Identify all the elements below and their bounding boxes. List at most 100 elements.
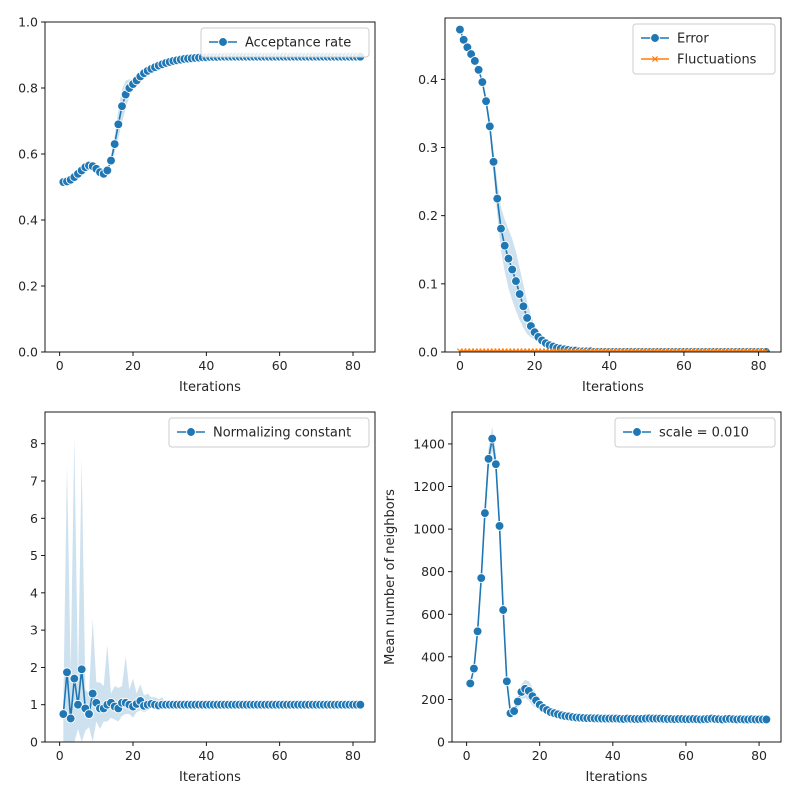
- y-tick-label: 8: [30, 436, 38, 451]
- axes-frame: [44, 411, 376, 743]
- data-point: [481, 96, 491, 107]
- data-point: [58, 709, 69, 719]
- y-tick-label: 0.6: [18, 147, 38, 162]
- x-tick-label: 20: [532, 748, 548, 763]
- data-point: [514, 289, 525, 299]
- data-point: [484, 121, 495, 132]
- x-tick-label: 40: [605, 748, 621, 763]
- data-point: [477, 77, 488, 87]
- data-point: [476, 573, 487, 583]
- data-point: [507, 264, 518, 275]
- data-point: [496, 223, 506, 234]
- data-point: [492, 193, 503, 204]
- data-point: [102, 165, 113, 176]
- x-tick-label: 40: [198, 748, 214, 763]
- legend-box: [168, 417, 370, 448]
- data-point: [473, 64, 484, 75]
- data-point: [470, 56, 480, 66]
- y-tick-label: 0.0: [18, 345, 38, 360]
- y-tick-label: 0: [30, 735, 38, 750]
- plot-area: [465, 426, 772, 725]
- y-tick-label: 5: [30, 548, 38, 563]
- legend-box: [632, 23, 776, 75]
- y-tick-label: 0.4: [18, 213, 38, 228]
- x-axis-label: Iterations: [179, 770, 241, 785]
- data-point: [117, 101, 127, 112]
- y-tick-label: 0.0: [418, 345, 438, 360]
- legend-label: Acceptance rate: [245, 36, 351, 51]
- data-point: [65, 713, 76, 724]
- confidence-band: [459, 29, 767, 352]
- y-tick-label: 1000: [413, 522, 445, 537]
- legend-label: Normalizing constant: [213, 426, 351, 441]
- x-tick-label: 60: [272, 748, 288, 763]
- y-tick-label: 0.1: [418, 276, 438, 291]
- y-tick-label: 2: [30, 660, 38, 675]
- x-tick-label: 0: [56, 358, 64, 373]
- panel-normalizing-constant: 0 20 40 60 80 0 1 2 3 4 5 6 7 8 Iterations Normalizing …: [30, 411, 376, 785]
- legend-marker: [218, 37, 228, 47]
- data-point: [509, 706, 519, 716]
- x-tick-label: 20: [527, 358, 543, 373]
- legend: scale = 0.010: [614, 417, 776, 448]
- series-line: [459, 29, 767, 352]
- confidence-band: [63, 436, 167, 742]
- x-tick-label: 80: [345, 748, 361, 763]
- panel-mean-neighbors: 0 20 40 60 800200400600800100012001400Iterat…: [383, 411, 782, 785]
- data-point: [469, 663, 479, 674]
- data-point: [109, 139, 120, 149]
- data-point: [465, 678, 476, 689]
- data-point: [487, 433, 498, 444]
- legend: Normalizing constant: [168, 417, 370, 448]
- x-tick-label: 0: [463, 748, 471, 763]
- y-axis-label: Mean number of neighbors: [383, 489, 398, 665]
- data-point: [62, 667, 72, 678]
- data-point: [501, 676, 512, 687]
- legend: Acceptance rate: [200, 27, 370, 58]
- panel-acceptance-rate: 0 20 40 60 80 0.0 0.2 0.4 0.6 0.8 1.0 Iterations Acc…: [18, 15, 376, 395]
- y-tick-label: 600: [421, 607, 445, 622]
- y-tick-label: 0.4: [418, 72, 438, 87]
- confidence-band: [63, 56, 361, 183]
- data-point: [488, 156, 499, 167]
- y-tick-label: 0.8: [18, 81, 38, 96]
- legend-box: [200, 27, 370, 58]
- x-tick-label: 0: [56, 748, 64, 763]
- data-point: [87, 688, 98, 699]
- y-tick-label: 1400: [413, 436, 445, 451]
- data-point: [355, 699, 366, 710]
- data-point: [494, 521, 505, 531]
- legend: Error Fluctuations: [632, 23, 776, 75]
- data-point: [499, 240, 510, 251]
- data-point: [491, 459, 501, 470]
- data-point: [511, 276, 521, 286]
- legend-marker: [632, 427, 642, 437]
- data-point: [518, 301, 529, 312]
- data-point: [113, 119, 124, 130]
- data-point: [106, 155, 116, 166]
- x-tick-label: 20: [125, 748, 141, 763]
- x-tick-label: 40: [198, 358, 214, 373]
- y-tick-label: 0.3: [418, 140, 438, 155]
- data-point: [84, 709, 94, 719]
- x-axis-label: Iterations: [582, 380, 644, 395]
- y-tick-label: 1: [30, 697, 38, 712]
- y-tick-label: 0.2: [18, 279, 38, 294]
- data-point: [69, 673, 80, 684]
- y-tick-label: 200: [421, 692, 445, 707]
- confidence-band: [470, 426, 767, 720]
- legend-marker: [186, 427, 196, 437]
- data-point: [458, 34, 469, 45]
- y-tick-label: 1.0: [18, 15, 38, 30]
- x-tick-label: 80: [345, 358, 361, 373]
- y-tick-label: 0: [437, 735, 445, 750]
- x-axis-label: Iterations: [179, 380, 241, 395]
- data-point: [483, 453, 494, 464]
- y-tick-label: 4: [30, 585, 38, 600]
- axes-frame: [444, 17, 782, 353]
- plot-area: [58, 51, 366, 187]
- y-tick-label: 800: [421, 564, 445, 579]
- x-tick-label: 20: [125, 358, 141, 373]
- x-tick-label: 60: [272, 358, 288, 373]
- plot-area: [455, 24, 771, 352]
